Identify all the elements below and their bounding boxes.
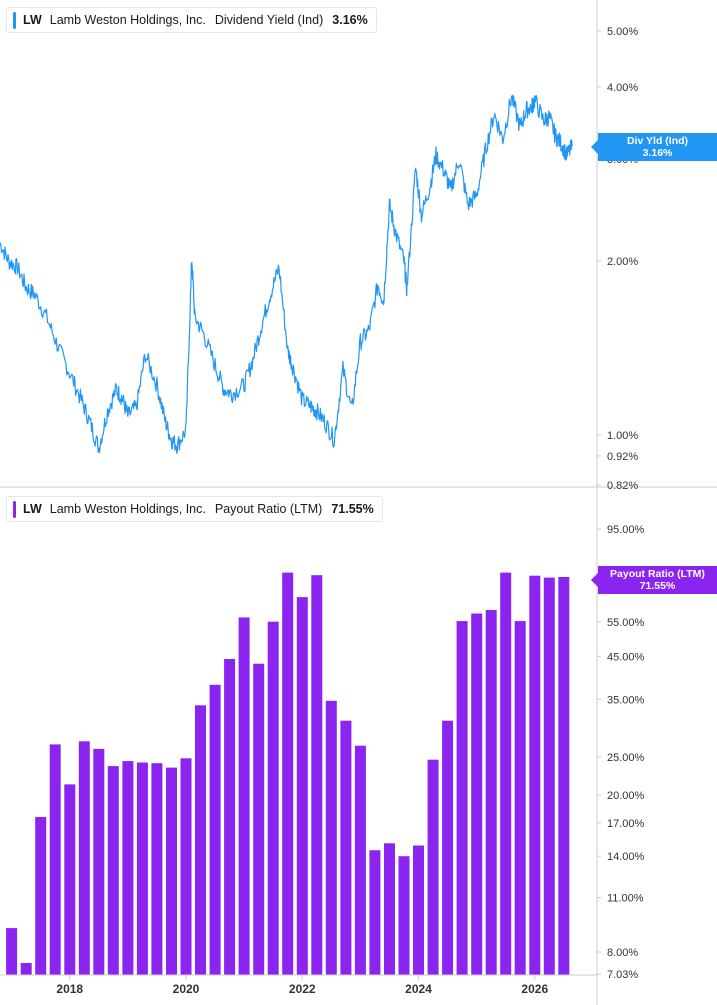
y-tick-label: 1.00% — [607, 430, 638, 442]
payout-bar — [500, 572, 512, 975]
dividend-yield-line — [0, 94, 574, 454]
y-tick-label: 2.00% — [607, 256, 638, 268]
y-tick-label: 17.00% — [607, 818, 645, 830]
y-tick-label: 55.00% — [607, 617, 645, 629]
payout-bar — [49, 744, 61, 975]
payout-bar — [514, 621, 526, 975]
y-tick-label: 0.82% — [607, 480, 638, 492]
payout-bar — [398, 856, 410, 975]
y-tick-label: 45.00% — [607, 651, 645, 663]
y-tick-label: 14.00% — [607, 851, 645, 863]
payout-bar — [6, 928, 18, 975]
y-tick-label: 8.00% — [607, 947, 638, 959]
payout-bar — [209, 684, 221, 975]
payout-bar — [35, 817, 47, 975]
flag-value: 71.55% — [639, 580, 676, 592]
payout-ratio-plot — [6, 572, 570, 975]
ticker-label: LW — [23, 502, 42, 516]
payout-bar — [325, 700, 337, 975]
payout-bar — [151, 763, 163, 975]
payout-bar — [311, 575, 323, 975]
payout-bar — [529, 575, 541, 975]
company-name: Lamb Weston Holdings, Inc. — [49, 13, 206, 27]
payout-bar — [20, 963, 32, 975]
payout-bar — [296, 597, 308, 975]
payout-bar — [93, 748, 105, 975]
payout-bar — [442, 720, 454, 975]
y-tick-label: 4.00% — [607, 82, 638, 94]
x-tick-label: 2022 — [289, 982, 316, 996]
ticker-label: LW — [23, 13, 42, 27]
flag-label: Payout Ratio (LTM) — [610, 568, 705, 580]
y-tick-label: 7.03% — [607, 969, 638, 981]
dividend-yield-legend[interactable]: LW Lamb Weston Holdings, Inc. Dividend Y… — [6, 7, 377, 33]
x-tick-label: 2024 — [405, 982, 432, 996]
payout-bar — [369, 850, 381, 975]
payout-bar — [78, 741, 90, 975]
flag-label: Div Yld (Ind) — [626, 135, 689, 147]
metric-value: 3.16% — [332, 13, 368, 27]
payout-bar — [253, 663, 265, 975]
payout-bar — [384, 843, 395, 975]
payout-bar — [282, 572, 294, 975]
x-tick-label: 2018 — [56, 982, 83, 996]
metric-name: Dividend Yield (Ind) — [214, 13, 324, 27]
payout-bar — [136, 762, 148, 975]
flag-value: 3.16% — [642, 147, 673, 159]
payout-bar — [224, 659, 236, 975]
y-tick-label: 5.00% — [607, 26, 638, 38]
dividend-yield-plot — [0, 94, 574, 454]
y-tick-label: 0.92% — [607, 451, 638, 463]
payout-bar — [238, 617, 250, 975]
y-tick-label: 95.00% — [607, 524, 645, 536]
payout-bar — [558, 577, 570, 975]
payout-bar — [485, 610, 497, 975]
payout-bar — [122, 761, 134, 975]
dividend-yield-value-flag: Div Yld (Ind) 3.16% — [591, 133, 717, 161]
metric-value: 71.55% — [331, 502, 374, 516]
series-color-swatch — [13, 500, 16, 518]
y-tick-label: 11.00% — [607, 892, 644, 904]
x-tick-label: 2026 — [521, 982, 548, 996]
series-color-swatch — [13, 11, 16, 29]
payout-ratio-value-flag: Payout Ratio (LTM) 71.55% — [591, 566, 717, 594]
y-tick-label: 35.00% — [607, 694, 645, 706]
payout-bar — [64, 784, 76, 975]
x-tick-label: 2020 — [173, 982, 200, 996]
payout-bar — [427, 759, 439, 975]
payout-bar — [267, 621, 279, 975]
y-tick-label: 25.00% — [607, 752, 645, 764]
y-tick-label: 20.00% — [607, 790, 645, 802]
payout-bar — [166, 767, 177, 975]
metric-name: Payout Ratio (LTM) — [214, 502, 323, 516]
payout-bar — [107, 766, 119, 975]
payout-bar — [413, 845, 424, 975]
payout-bar — [195, 705, 206, 975]
payout-bar — [180, 758, 192, 975]
payout-bar — [456, 621, 468, 975]
payout-bar — [471, 613, 483, 975]
payout-bar — [354, 745, 366, 975]
payout-bar — [340, 720, 352, 975]
payout-bar — [543, 577, 555, 975]
company-name: Lamb Weston Holdings, Inc. — [49, 502, 206, 516]
payout-ratio-legend[interactable]: LW Lamb Weston Holdings, Inc. Payout Rat… — [6, 496, 383, 522]
